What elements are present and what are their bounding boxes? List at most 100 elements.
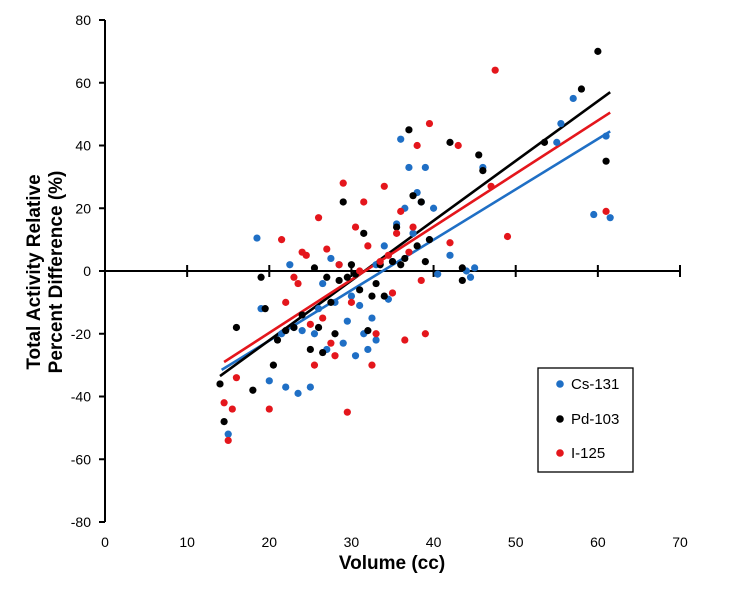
point-cs131	[319, 279, 327, 288]
point-cs131	[466, 273, 475, 281]
x-tick-label: 60	[590, 534, 606, 550]
point-cs131	[339, 339, 347, 347]
point-i125	[343, 408, 351, 416]
point-pd103	[594, 47, 602, 55]
point-i125	[602, 207, 610, 215]
point-i125	[401, 336, 409, 344]
point-pd103	[310, 264, 319, 272]
point-i125	[335, 261, 343, 269]
point-pd103	[413, 242, 421, 250]
point-i125	[417, 276, 425, 285]
x-tick-label: 0	[101, 534, 109, 550]
point-cs131	[286, 261, 294, 269]
y-tick-label: -40	[71, 389, 91, 405]
point-cs131	[405, 163, 413, 172]
point-pd103	[216, 380, 224, 388]
point-pd103	[405, 126, 413, 134]
point-pd103	[273, 336, 282, 344]
point-pd103	[331, 330, 339, 338]
point-pd103	[335, 276, 343, 285]
point-cs131	[368, 314, 376, 322]
point-pd103	[339, 198, 347, 206]
point-i125	[294, 279, 302, 288]
point-i125	[413, 141, 421, 150]
point-pd103	[577, 85, 586, 93]
x-tick-label: 40	[426, 534, 442, 550]
point-pd103	[602, 157, 610, 165]
point-pd103	[393, 223, 401, 231]
point-i125	[446, 239, 454, 247]
point-i125	[327, 339, 335, 347]
point-i125	[339, 179, 347, 187]
point-pd103	[446, 138, 454, 146]
point-i125	[331, 352, 339, 360]
legend-marker-cs131	[556, 380, 564, 388]
legend-label-cs131: Cs-131	[571, 376, 619, 393]
point-pd103	[372, 279, 380, 288]
point-cs131	[372, 336, 380, 344]
point-i125	[405, 248, 413, 256]
point-cs131	[294, 389, 302, 397]
point-cs131	[364, 345, 372, 354]
point-i125	[384, 251, 392, 259]
point-pd103	[388, 257, 397, 266]
point-pd103	[409, 192, 417, 200]
point-cs131	[380, 242, 388, 250]
point-i125	[224, 436, 232, 445]
point-i125	[290, 273, 298, 281]
legend-marker-i125	[556, 449, 564, 457]
y-tick-label: -80	[71, 514, 91, 530]
point-pd103	[327, 298, 335, 306]
point-pd103	[319, 348, 327, 357]
point-cs131	[253, 234, 261, 242]
point-cs131	[446, 251, 454, 259]
point-pd103	[232, 323, 241, 332]
point-i125	[282, 298, 290, 306]
tick-labels-layer: -80 -60 -40 -20 0 20 40 60 80 0 10 20 30 40 50 60 70	[71, 12, 688, 550]
point-i125	[278, 236, 286, 244]
y-tick-label: -20	[71, 326, 91, 342]
point-i125	[360, 198, 368, 206]
point-pd103	[401, 254, 409, 263]
point-i125	[302, 251, 310, 259]
point-i125	[323, 245, 331, 253]
point-i125	[306, 320, 314, 328]
point-i125	[356, 267, 364, 275]
point-i125	[487, 182, 495, 190]
legend-label-i125: I-125	[571, 445, 605, 462]
y-tick-label: 0	[83, 263, 91, 279]
point-cs131	[347, 292, 356, 300]
y-tick-label: 80	[75, 12, 91, 28]
point-cs131	[310, 330, 319, 338]
point-i125	[372, 330, 380, 338]
point-cs131	[224, 430, 232, 438]
point-i125	[265, 405, 273, 413]
point-pd103	[368, 292, 376, 300]
point-i125	[409, 223, 417, 231]
point-i125	[232, 374, 241, 382]
y-tick-label: 20	[75, 200, 91, 216]
point-cs131	[356, 301, 364, 310]
x-tick-label: 50	[508, 534, 524, 550]
point-pd103	[347, 261, 356, 269]
axes-layer	[99, 19, 681, 523]
point-cs131	[327, 254, 335, 263]
point-pd103	[298, 311, 306, 319]
point-cs131	[434, 270, 442, 278]
y-axis-label-line-1: Total Activity Relative	[24, 174, 45, 369]
point-cs131	[397, 135, 405, 143]
point-cs131	[557, 119, 565, 128]
point-pd103	[425, 236, 434, 244]
point-i125	[368, 361, 376, 369]
point-cs131	[265, 377, 273, 385]
point-pd103	[475, 151, 483, 159]
y-tick-label: -60	[71, 451, 91, 467]
point-pd103	[421, 257, 429, 266]
legend-label-pd103: Pd-103	[571, 411, 619, 428]
point-pd103	[364, 327, 372, 335]
point-i125	[393, 229, 401, 237]
point-cs131	[421, 163, 429, 172]
point-i125	[314, 214, 323, 222]
point-pd103	[306, 345, 314, 354]
point-pd103	[356, 286, 364, 294]
